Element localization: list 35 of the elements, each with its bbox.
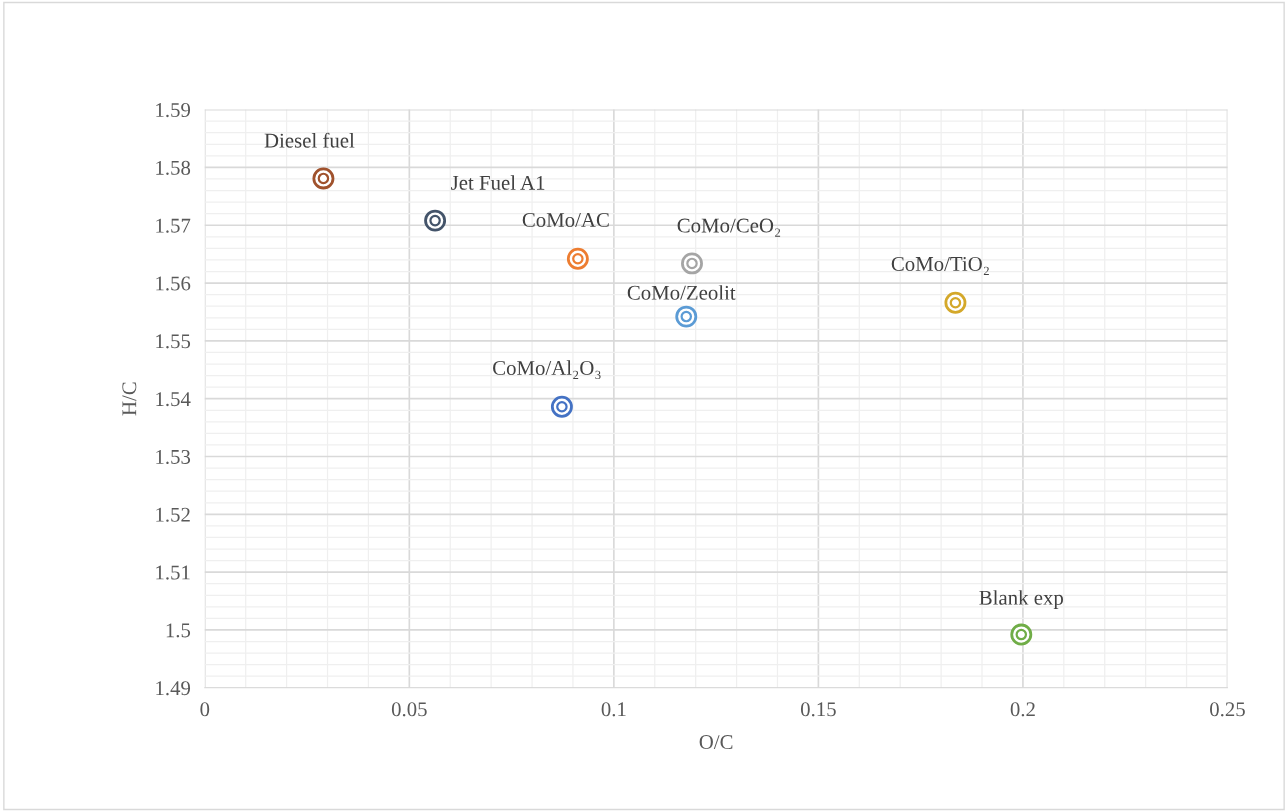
y-axis-title: H/C bbox=[122, 382, 137, 416]
point bbox=[424, 209, 447, 232]
y-tick-label: 1.53 bbox=[156, 449, 191, 465]
x-tick-label: 0.05 bbox=[391, 702, 427, 717]
y-tick-label: 1.59 bbox=[156, 103, 191, 118]
point bbox=[312, 167, 335, 190]
point bbox=[675, 305, 698, 328]
y-tick-label: 1.52 bbox=[156, 507, 190, 522]
x-axis-title: O/C bbox=[699, 735, 733, 750]
y-tick-label: 1.55 bbox=[156, 334, 191, 349]
y-tick-label: 1.54 bbox=[156, 392, 191, 407]
y-tick-label: 1.57 bbox=[156, 218, 191, 233]
point bbox=[944, 291, 967, 314]
x-tick-label: 0.1 bbox=[601, 702, 626, 717]
series-label: CoMo/AC bbox=[522, 213, 609, 227]
series-label: CoMo/Al₂O₃ bbox=[493, 360, 601, 380]
x-tick-label: 0.2 bbox=[1010, 702, 1035, 717]
series-label: Diesel fuel bbox=[264, 132, 355, 148]
x-tick-label: 0.25 bbox=[1210, 702, 1245, 717]
series-label: Blank exp bbox=[979, 590, 1063, 610]
x-tick-label: 0.15 bbox=[800, 702, 836, 717]
point bbox=[681, 252, 703, 275]
series-label: CoMo/CeO₂ bbox=[677, 218, 781, 237]
point bbox=[550, 395, 573, 418]
series-label: CoMo/TiO₂ bbox=[891, 256, 989, 275]
y-tick-label: 1.58 bbox=[156, 160, 191, 175]
y-tick-label: 1.56 bbox=[156, 276, 191, 291]
x-tick-label: 0 bbox=[200, 702, 210, 717]
point bbox=[566, 247, 589, 270]
point bbox=[1010, 623, 1033, 646]
series-label: Jet Fuel A1 bbox=[451, 175, 545, 190]
y-tick-label: 1.51 bbox=[156, 565, 190, 580]
series-label: CoMo/Zeolit bbox=[627, 285, 736, 300]
y-tick-label: 1.49 bbox=[156, 681, 191, 696]
y-tick-label: 1.5 bbox=[166, 623, 191, 638]
